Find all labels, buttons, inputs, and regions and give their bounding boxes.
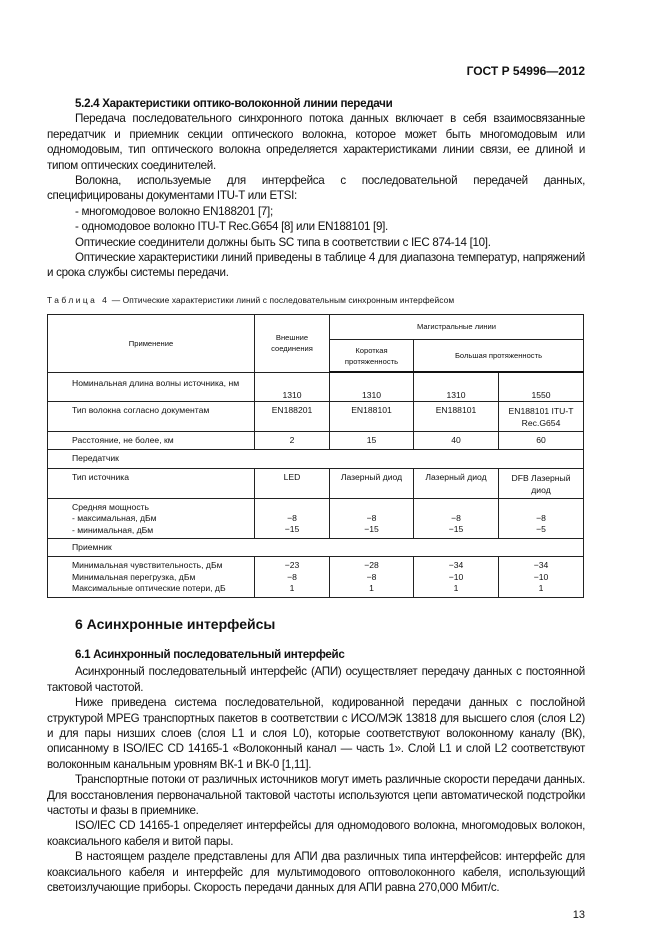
paragraph: В настоящем разделе представлены для АПИ… xyxy=(47,850,585,894)
optical-characteristics-table: Применение Внешние соединения Магистральны… xyxy=(46,313,585,598)
paragraph: Оптические соединители должны быть SC ти… xyxy=(75,235,491,249)
document-id: ГОСТ Р 54996—2012 xyxy=(466,64,585,78)
page-number: 13 xyxy=(572,909,585,922)
section-6-title: 6 Асинхронные интерфейсы xyxy=(75,615,276,632)
header-application: Применение xyxy=(47,313,255,373)
list-item: - многомодовое волокно EN188201 [7]; xyxy=(75,204,273,218)
table-caption: Таблица 4 — Оптические характеристики ли… xyxy=(47,294,455,305)
table-row: Средняя мощность - максимальная, дБм - мин… xyxy=(47,497,585,540)
subsection-title: 6.1 Асинхронный последовательный интерфе… xyxy=(75,647,345,661)
table-row: Минимальная чувствительность, дБм Минимал… xyxy=(47,556,585,598)
table-row: Номинальная длина волны источника, нм 13… xyxy=(47,371,585,402)
table-row: Тип источника LED Лазерный диод Лазерный д… xyxy=(47,467,585,499)
paragraph: ISO/IEC CD 14165-1 определяет интерфейсы… xyxy=(47,819,585,848)
paragraph: Транспортные потоки от различных источни… xyxy=(47,773,585,817)
paragraph: Передача последовательного синхронного п… xyxy=(47,112,585,172)
section-title: 5.2.4 Характеристики оптико-волоконной л… xyxy=(75,97,393,110)
table-row: Тип волокна согласно документам EN188201… xyxy=(47,400,585,432)
section-5-2-4: 5.2.4 Характеристики оптико-волоконной л… xyxy=(47,96,585,281)
header-short: Короткая протяженность xyxy=(329,338,414,374)
section-6-1: 6.1 Асинхронный последовательный интерфе… xyxy=(47,647,585,896)
paragraph: Асинхронный последовательный интерфейс (… xyxy=(47,665,585,694)
paragraph: Оптические характеристики линий приведен… xyxy=(47,251,585,280)
paragraph: Волокна, используемые для интерфейса с п… xyxy=(47,174,585,203)
list-item: - одномодовое волокно ITU-T Rec.G654 [8]… xyxy=(75,220,388,234)
table-row: Приемник xyxy=(46,538,585,558)
header-external: Внешние соединения xyxy=(254,313,330,373)
table-row: Расстояние, не более, км 2 15 40 60 xyxy=(47,430,585,450)
header-trunk: Магистральные линии xyxy=(328,313,585,340)
paragraph: Ниже приведена система последовательной,… xyxy=(47,696,585,771)
header-long: Большая протяженность xyxy=(412,338,585,374)
table-row: Передатчик xyxy=(46,448,585,469)
